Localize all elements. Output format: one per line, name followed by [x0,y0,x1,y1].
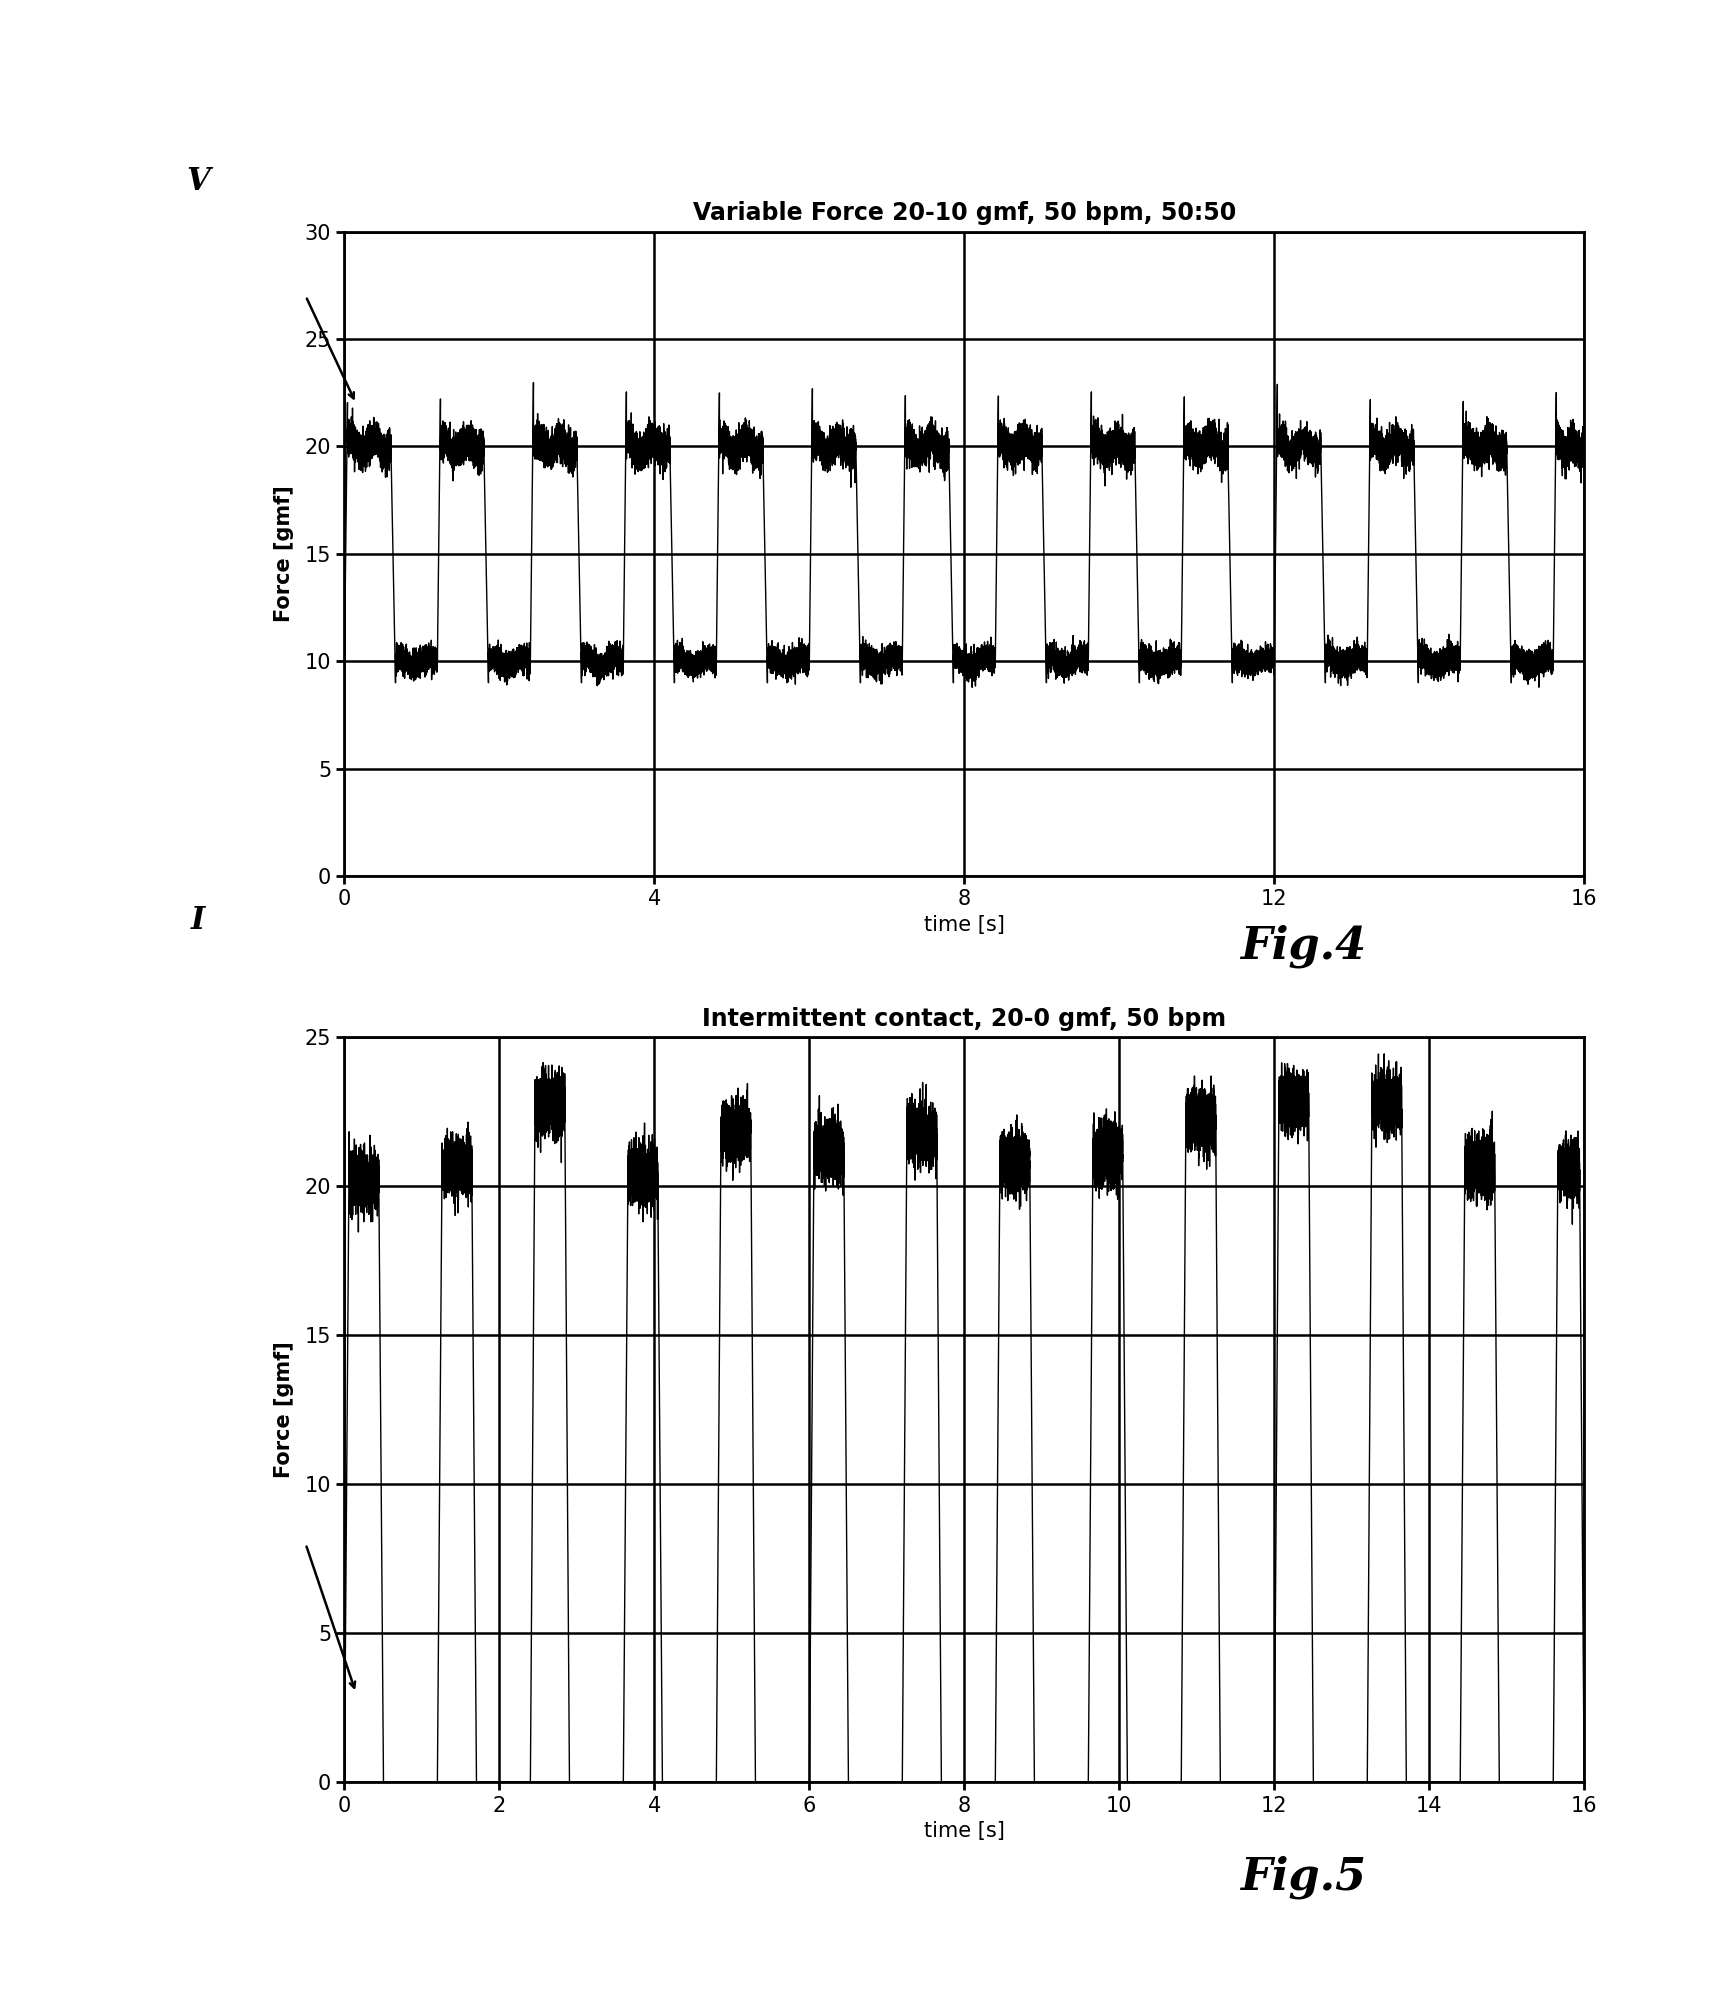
Text: Fig.4: Fig.4 [1240,924,1366,969]
Text: Fig.5: Fig.5 [1240,1855,1366,1899]
Y-axis label: Force [gmf]: Force [gmf] [274,485,293,622]
Title: Variable Force 20-10 gmf, 50 bpm, 50:50: Variable Force 20-10 gmf, 50 bpm, 50:50 [692,201,1236,226]
Text: I: I [191,904,205,937]
X-axis label: time [s]: time [s] [925,914,1004,934]
Title: Intermittent contact, 20-0 gmf, 50 bpm: Intermittent contact, 20-0 gmf, 50 bpm [703,1007,1226,1031]
Text: V: V [186,165,210,197]
X-axis label: time [s]: time [s] [925,1821,1004,1841]
Y-axis label: Force [gmf]: Force [gmf] [274,1341,293,1478]
